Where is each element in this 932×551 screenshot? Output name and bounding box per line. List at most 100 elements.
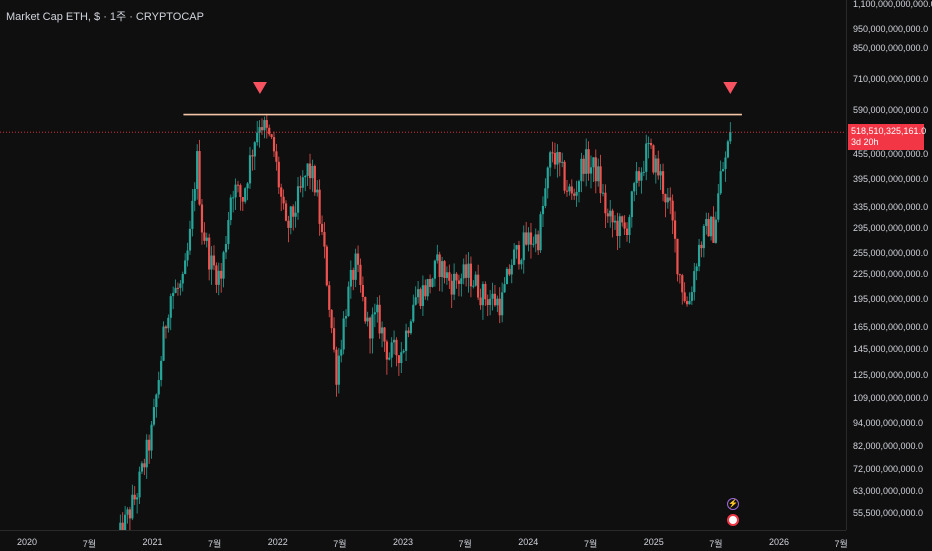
down-triangle-marker (723, 82, 738, 94)
candle-body (366, 317, 369, 322)
candle-body (709, 216, 713, 237)
candle-body (597, 166, 600, 182)
candle-body (532, 243, 535, 245)
candle-body (397, 355, 400, 364)
lightning-icon[interactable]: ⚡ (727, 498, 739, 510)
candle-body (287, 220, 290, 228)
candle-body (724, 157, 727, 170)
candle-body (407, 330, 410, 334)
candle-body (688, 300, 691, 305)
symbol-title[interactable]: Market Cap ETH, $ · 1주 · CRYPTOCAP (6, 11, 204, 23)
price-axis[interactable]: 1,100,000,000,000.0 950,000,000,000.0 850,… (846, 0, 932, 530)
candle-body (585, 149, 588, 174)
candle-body (306, 163, 309, 176)
candle-body (457, 280, 461, 284)
candle-body (426, 279, 429, 297)
candle-body (212, 255, 216, 266)
candle-body (205, 237, 208, 241)
candle-body (693, 271, 696, 293)
candle-body (342, 318, 345, 350)
candle-body (167, 317, 170, 329)
x-tick-label: 2024 (518, 537, 539, 547)
candle-body (301, 177, 304, 188)
candle-body (380, 327, 384, 334)
candle-body (248, 155, 252, 184)
candle-body (320, 223, 324, 232)
time-axis[interactable]: 2020 7월 2021 7월 2022 7월 2023 7월 2024 7월 2025 7월 2026… (0, 530, 848, 551)
candle-body (128, 509, 132, 519)
candle-body (637, 171, 641, 181)
candle-body (628, 217, 631, 235)
candle-body (673, 220, 677, 239)
candle-body (469, 263, 473, 287)
candle-body (284, 203, 288, 221)
candle-body (318, 189, 321, 224)
y-tick-label: 63,000,000,000.0 (853, 486, 924, 497)
candle-body (227, 220, 230, 245)
y-tick-label: 94,000,000,000.0 (853, 418, 924, 429)
flag-icon[interactable] (727, 514, 739, 526)
candle-body (678, 274, 681, 276)
candle-body (330, 309, 333, 329)
candle-body (546, 167, 549, 189)
candle-body (409, 321, 412, 334)
candle-body (510, 264, 513, 275)
candle-body (256, 132, 259, 143)
candle-body (647, 143, 650, 145)
y-tick-label: 145,000,000,000.0 (853, 344, 929, 355)
candle-body (714, 219, 717, 243)
candle-body (323, 231, 326, 247)
y-tick-label: 82,000,000,000.0 (853, 441, 924, 452)
candle-body (275, 151, 278, 162)
candle-body (222, 252, 225, 279)
price-chart-plot[interactable] (0, 0, 846, 530)
candle-body (625, 228, 629, 235)
candle-body (119, 522, 122, 530)
candle-body (630, 191, 633, 218)
candle-body (224, 244, 228, 253)
candle-body (270, 134, 273, 138)
candle-body (565, 190, 569, 192)
candle-body (702, 225, 705, 249)
candle-body (496, 298, 499, 306)
candle-body (642, 171, 645, 173)
candle-body (429, 279, 432, 287)
candle-body (239, 185, 242, 198)
candle-body (308, 163, 312, 179)
candle-body (176, 287, 180, 289)
candle-body (402, 350, 405, 353)
candle-body (570, 186, 573, 194)
candle-body (244, 188, 247, 202)
candle-body (160, 360, 163, 380)
x-tick-label: 7월 (584, 539, 598, 549)
candle-body (368, 317, 372, 339)
candle-body (659, 171, 662, 176)
candle-body (589, 167, 593, 174)
candle-body (573, 193, 576, 196)
candle-body (188, 228, 192, 251)
y-tick-label: 590,000,000,000.0 (853, 105, 929, 116)
candle-body (416, 289, 420, 298)
candle-body (354, 253, 357, 280)
candle-body (623, 222, 626, 229)
candle-body (133, 494, 136, 500)
candle-body (138, 471, 141, 498)
candle-body (577, 181, 581, 192)
candle-body (517, 245, 521, 265)
candle-body (328, 285, 331, 310)
candle-body (618, 216, 621, 237)
candle-body (443, 261, 446, 279)
y-tick-label: 125,000,000,000.0 (853, 369, 929, 380)
candle-body (371, 314, 374, 339)
candle-body (210, 255, 213, 270)
candle-body (462, 264, 465, 279)
candle-body (697, 244, 701, 267)
candle-body (611, 210, 614, 223)
down-triangle-marker (252, 82, 267, 94)
candle-body (515, 245, 518, 250)
candle-body (126, 509, 129, 515)
x-tick-label: 7월 (458, 539, 472, 549)
candle-body (719, 171, 722, 194)
candle-body (162, 326, 165, 361)
